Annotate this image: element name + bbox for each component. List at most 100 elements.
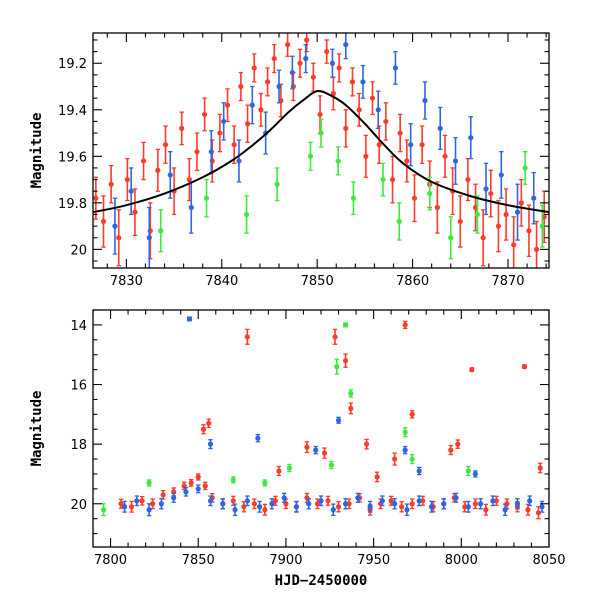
x-tick-label: 7850 — [182, 553, 215, 568]
data-point — [437, 125, 443, 131]
data-point — [224, 102, 231, 108]
data-point — [274, 181, 280, 187]
y-tick-label: 16 — [70, 379, 87, 394]
data-point — [93, 195, 99, 201]
data-point — [328, 462, 335, 468]
data-point — [483, 186, 489, 192]
y-tick-label: 19.4 — [58, 104, 87, 119]
data-point — [209, 158, 215, 164]
data-point — [276, 83, 282, 90]
series-0 — [93, 33, 547, 268]
data-point — [408, 142, 414, 148]
data-point — [335, 504, 342, 510]
data-point — [264, 79, 271, 85]
data-layer — [100, 316, 545, 520]
data-point — [194, 149, 200, 155]
data-point — [343, 42, 349, 48]
data-point — [121, 504, 128, 510]
data-point — [232, 507, 238, 513]
data-point — [469, 367, 475, 373]
data-point — [402, 429, 408, 435]
data-point — [100, 507, 107, 513]
data-point — [276, 468, 282, 474]
data-point — [531, 195, 537, 201]
data-point — [124, 176, 130, 183]
data-point — [490, 498, 496, 504]
data-point — [525, 507, 531, 513]
data-point — [472, 501, 478, 507]
data-point — [383, 118, 389, 125]
data-point — [502, 507, 508, 513]
x-tick-label: 8000 — [445, 553, 478, 568]
data-point — [422, 97, 428, 104]
data-point — [318, 498, 324, 504]
data-point — [514, 501, 521, 507]
data-point — [348, 405, 354, 411]
data-point — [128, 504, 135, 510]
top-panel-zoomed-light-curve: 7830 7840 7850 7860 7870 19.2 19.4 19.6 19.8 20 Ma… — [29, 32, 550, 289]
data-point — [329, 60, 336, 66]
data-point — [455, 441, 461, 447]
data-point — [334, 364, 340, 370]
data-point — [392, 65, 399, 71]
data-point — [200, 426, 207, 432]
data-point — [332, 334, 338, 340]
data-point — [330, 507, 336, 513]
data-point — [539, 223, 545, 229]
data-point — [183, 489, 189, 495]
data-point — [465, 504, 471, 510]
data-point — [468, 135, 474, 141]
data-point — [409, 411, 415, 417]
data-point — [442, 153, 448, 159]
data-point — [488, 190, 494, 197]
data-point — [465, 468, 471, 474]
data-point — [409, 456, 415, 462]
data-point — [349, 79, 356, 85]
data-point — [272, 498, 278, 504]
data-point — [207, 441, 214, 447]
data-point — [350, 195, 357, 201]
data-point — [404, 507, 410, 513]
y-axis-title: Magnitude — [29, 391, 45, 467]
data-point — [257, 504, 263, 510]
data-point — [535, 510, 542, 516]
data-point — [147, 228, 153, 234]
data-point — [306, 501, 312, 507]
data-point — [303, 55, 309, 62]
data-point — [202, 483, 208, 489]
data-point — [244, 121, 251, 127]
data-point — [427, 190, 433, 197]
data-point — [186, 316, 192, 322]
data-point — [116, 235, 122, 241]
data-point — [207, 498, 214, 504]
data-point — [526, 228, 532, 234]
data-point — [363, 153, 369, 159]
data-point — [409, 501, 415, 507]
data-point — [304, 37, 310, 43]
data-point — [255, 435, 261, 441]
data-point — [221, 118, 227, 125]
data-point — [286, 465, 293, 471]
data-point — [251, 501, 257, 507]
data-point — [399, 504, 405, 510]
data-point — [503, 211, 509, 218]
data-point — [112, 223, 118, 229]
data-point — [356, 107, 362, 113]
x-axis-title: HJD−2450000 — [275, 573, 368, 589]
data-point — [249, 102, 255, 108]
data-point — [375, 107, 381, 113]
data-point — [465, 176, 471, 183]
data-point — [527, 498, 533, 504]
data-point — [217, 130, 223, 136]
data-point — [314, 501, 321, 507]
series-1 — [112, 33, 537, 268]
data-point — [195, 486, 201, 492]
y-tick-label: 18 — [70, 438, 87, 453]
data-point — [379, 498, 385, 504]
plot-frame — [92, 309, 550, 548]
data-point — [342, 501, 349, 507]
data-point — [281, 495, 287, 501]
data-point — [236, 158, 242, 164]
data-point — [537, 465, 543, 471]
